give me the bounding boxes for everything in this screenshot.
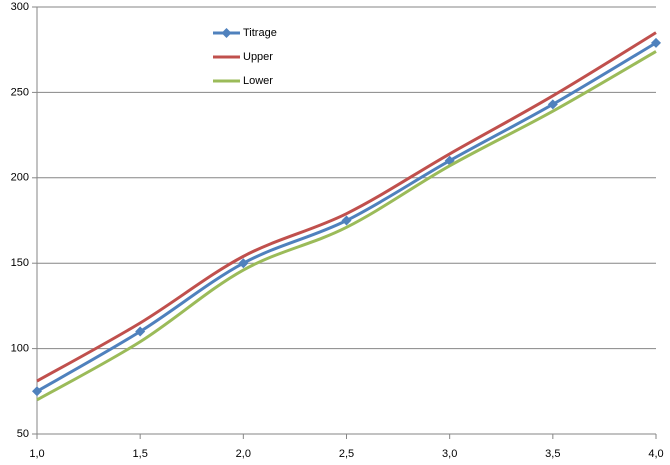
y-tick-label: 250 [11, 86, 29, 98]
x-tick-label: 2,5 [339, 448, 354, 460]
x-tick-label: 4,0 [648, 448, 663, 460]
x-tick-label: 3,0 [442, 448, 457, 460]
x-tick-label: 2,0 [236, 448, 251, 460]
point-marker [651, 37, 661, 48]
y-tick-label: 100 [11, 343, 29, 355]
point-marker [32, 386, 42, 397]
legend-label: Lower [243, 75, 273, 87]
x-tick-label: 1,0 [29, 448, 44, 460]
point-marker [238, 258, 249, 269]
x-tick-label: 3,5 [545, 448, 560, 460]
y-tick-label: 50 [17, 428, 29, 440]
legend-label: Upper [243, 51, 273, 63]
series-line [36, 50, 657, 402]
x-tick-label: 1,5 [133, 448, 148, 460]
series-line [36, 31, 657, 383]
y-tick-label: 200 [11, 172, 29, 184]
legend-label: Titrage [243, 27, 277, 39]
point-marker [341, 215, 352, 226]
point-marker [547, 99, 558, 110]
y-tick-label: 300 [11, 1, 29, 13]
legend-marker [221, 28, 232, 38]
y-tick-label: 150 [11, 257, 29, 269]
point-marker [135, 326, 146, 337]
